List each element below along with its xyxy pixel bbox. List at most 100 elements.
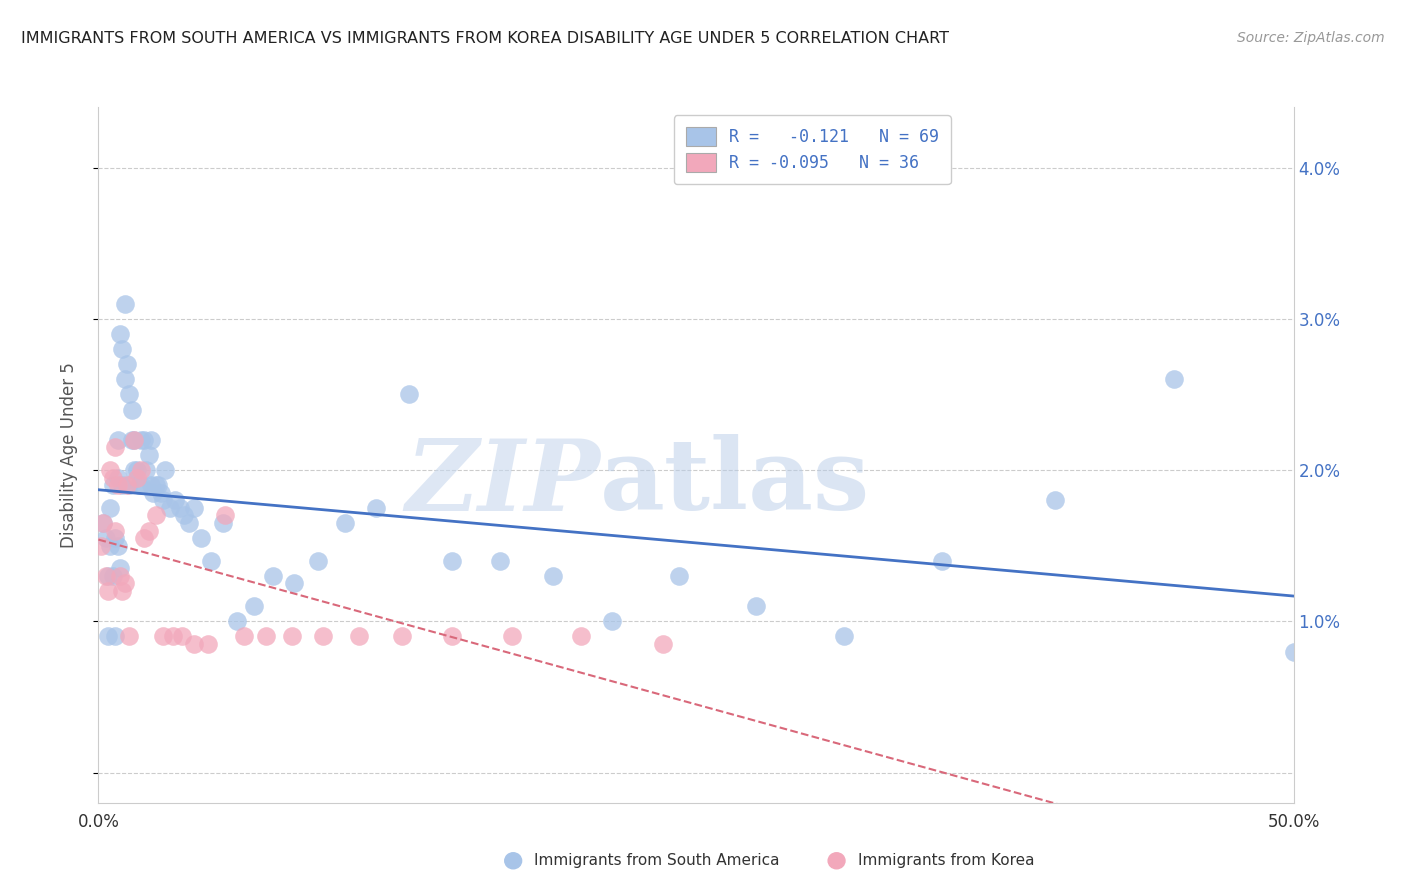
Text: atlas: atlas [600, 434, 870, 532]
Point [159, 500, 181, 515]
Point [254, 629, 277, 643]
Point [101, 569, 124, 583]
Point [283, 576, 305, 591]
Y-axis label: Disability Age Under 5: Disability Age Under 5 [59, 362, 77, 548]
Point [107, 478, 129, 492]
Point [91, 516, 114, 530]
Point [364, 500, 387, 515]
Point [114, 576, 136, 591]
Point [489, 554, 512, 568]
Point [152, 493, 174, 508]
Point [111, 478, 134, 492]
Text: Source: ZipAtlas.com: Source: ZipAtlas.com [1237, 31, 1385, 45]
Point [97, 584, 120, 599]
Point [1043, 493, 1066, 508]
Point [97, 569, 120, 583]
Legend: R =   -0.121   N = 69, R = -0.095   N = 36: R = -0.121 N = 69, R = -0.095 N = 36 [673, 115, 950, 184]
Point [124, 433, 146, 447]
Point [114, 296, 136, 310]
Point [200, 554, 222, 568]
Point [128, 478, 150, 492]
Point [118, 629, 141, 643]
Point [214, 508, 236, 523]
Point [441, 554, 464, 568]
Point [312, 629, 335, 643]
Point [651, 637, 673, 651]
Point [173, 508, 195, 523]
Point [104, 629, 127, 643]
Point [163, 493, 186, 508]
Point [183, 637, 205, 651]
Point [931, 554, 953, 568]
Point [108, 561, 131, 575]
Point [1163, 372, 1185, 386]
Point [148, 478, 170, 492]
Text: Immigrants from South America: Immigrants from South America [534, 854, 780, 868]
Point [98, 539, 122, 553]
Point [262, 569, 284, 583]
Point [172, 629, 194, 643]
Point [107, 470, 129, 484]
Point [131, 463, 153, 477]
Point [169, 500, 191, 515]
Point [138, 448, 160, 462]
Point [104, 524, 127, 538]
Point [142, 485, 165, 500]
Point [226, 615, 249, 629]
Point [131, 478, 153, 492]
Point [132, 531, 155, 545]
Point [1282, 644, 1305, 658]
Point [183, 500, 205, 515]
Point [569, 629, 592, 643]
Point [138, 524, 160, 538]
Point [347, 629, 370, 643]
Point [145, 478, 167, 492]
Text: IMMIGRANTS FROM SOUTH AMERICA VS IMMIGRANTS FROM KOREA DISABILITY AGE UNDER 5 CO: IMMIGRANTS FROM SOUTH AMERICA VS IMMIGRA… [21, 31, 949, 46]
Point [111, 342, 134, 356]
Point [132, 433, 155, 447]
Point [98, 463, 122, 477]
Point [501, 629, 523, 643]
Point [118, 387, 141, 401]
Point [333, 516, 356, 530]
Point [441, 629, 464, 643]
Point [114, 372, 136, 386]
Point [149, 485, 172, 500]
Point [190, 531, 212, 545]
Point [94, 531, 117, 545]
Point [104, 441, 127, 455]
Point [152, 629, 174, 643]
Point [139, 433, 162, 447]
Point [162, 629, 184, 643]
Point [124, 433, 146, 447]
Point [107, 539, 129, 553]
Point [115, 478, 138, 492]
Point [281, 629, 304, 643]
Point [108, 326, 131, 341]
Point [391, 629, 413, 643]
Point [125, 470, 148, 484]
Point [121, 433, 143, 447]
Point [97, 629, 120, 643]
Text: ZIP: ZIP [405, 434, 600, 531]
Point [107, 433, 129, 447]
Point [398, 387, 420, 401]
Point [668, 569, 690, 583]
Point [233, 629, 256, 643]
Point [602, 615, 624, 629]
Point [145, 508, 167, 523]
Point [90, 539, 112, 553]
Point [135, 463, 157, 477]
Point [104, 531, 127, 545]
Point [118, 478, 141, 492]
Point [111, 584, 134, 599]
Point [125, 463, 148, 477]
Point [155, 463, 177, 477]
Point [211, 516, 233, 530]
Point [139, 478, 162, 492]
Point [197, 637, 219, 651]
Text: Immigrants from Korea: Immigrants from Korea [858, 854, 1035, 868]
Point [832, 629, 855, 643]
Point [179, 516, 201, 530]
Point [91, 516, 114, 530]
